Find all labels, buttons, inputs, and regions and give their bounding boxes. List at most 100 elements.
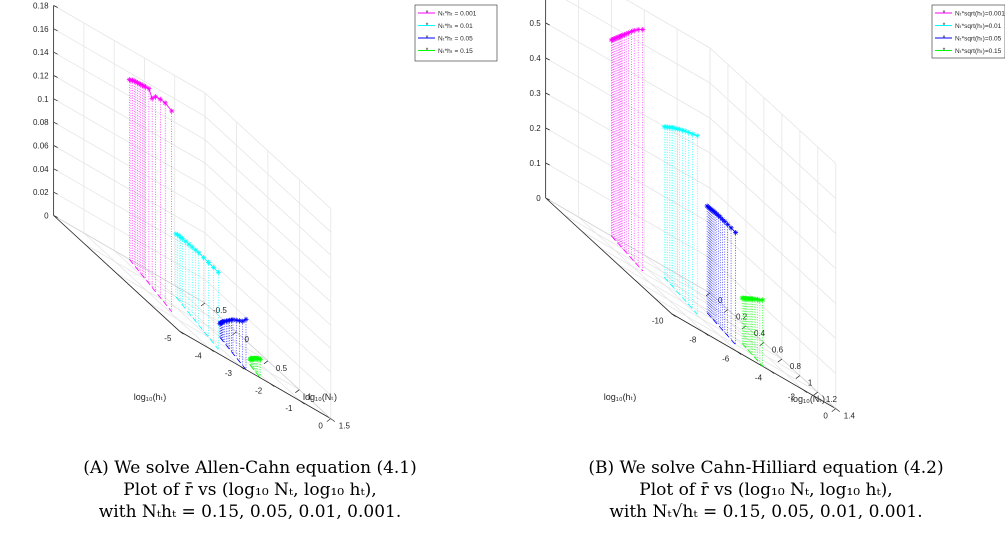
x-tick-label: -6: [722, 355, 730, 364]
y-tick-label: 0.6: [772, 346, 784, 355]
data-point: [722, 219, 728, 225]
series-a-2: [217, 316, 249, 370]
marker-d2: [757, 298, 762, 303]
grid-line: [116, 272, 269, 362]
marker-d2: [150, 96, 155, 101]
grid-line: [626, 0, 837, 164]
z-tick: [545, 197, 550, 201]
marker-d2: [243, 317, 249, 322]
data-point: [152, 94, 158, 100]
grid-line: [581, 230, 747, 327]
y-tick: [795, 375, 801, 379]
z-tick-label: 0.06: [33, 142, 49, 151]
marker-d2: [733, 230, 738, 235]
x-tick: [704, 332, 709, 336]
grid-line: [653, 296, 819, 393]
y-tick-label: 1.5: [339, 422, 351, 430]
chart-b: 00.10.20.30.40.50.60.7-10-8-6-4-2000.20.…: [530, 0, 1005, 421]
y-tick-label: 1: [808, 379, 813, 388]
data-point: [233, 317, 239, 323]
z-tick: [53, 5, 58, 8]
grid-b: [545, 0, 837, 409]
floor-trace: [741, 343, 763, 367]
data-point: [186, 241, 192, 247]
grid-line: [53, 75, 332, 279]
x-tick-label: -2: [255, 387, 263, 396]
marker-d2: [135, 80, 140, 85]
grid-line: [565, 0, 837, 199]
grid-line: [53, 98, 332, 303]
z-tick-label: 0.1: [530, 159, 542, 168]
z-tick: [53, 75, 58, 78]
x-tick-label: -3: [225, 369, 233, 378]
marker-d2: [132, 78, 137, 83]
grid-line: [545, 162, 837, 374]
marker-d2: [237, 318, 242, 323]
marker-d2: [755, 297, 760, 302]
grid-line: [599, 247, 765, 343]
x-tick: [239, 365, 245, 370]
z-tick: [53, 98, 58, 102]
x-tick: [330, 418, 336, 422]
grid-a: [53, 5, 332, 419]
legend-marker: *: [426, 48, 429, 55]
grid-line: [563, 214, 729, 310]
data-point: [728, 225, 734, 231]
data-point: [733, 230, 739, 236]
z-tick: [53, 51, 58, 55]
series-b-3: [739, 295, 766, 367]
grid-line: [578, 216, 705, 333]
marker-d2: [673, 126, 678, 131]
marker-d2: [130, 78, 135, 83]
x-tick-label: -4: [755, 374, 763, 383]
marker-d2: [729, 225, 734, 230]
data-point: [690, 131, 696, 137]
y-tick-label: 1.4: [844, 412, 856, 421]
caption-a: (A) We solve Allen-Cahn equation (4.1) P…: [40, 457, 460, 523]
y-tick: [777, 358, 783, 363]
marker-d2: [675, 126, 680, 131]
floor-trace: [175, 296, 219, 350]
data-point: [257, 356, 263, 362]
x-axis-line: [53, 215, 180, 332]
data-point: [215, 269, 221, 275]
grid-line: [617, 263, 783, 360]
series-b-1: [661, 124, 700, 315]
marker-d2: [695, 133, 700, 138]
z-tick: [53, 145, 58, 148]
x-axis-label: log₁₀(hₜ): [134, 392, 166, 402]
floor-trace: [663, 276, 698, 315]
z-tick: [545, 162, 550, 166]
marker-d2: [153, 94, 158, 99]
marker-d2: [211, 265, 216, 270]
marker-d2: [258, 357, 263, 362]
data-point: [179, 235, 185, 241]
marker-d2: [677, 127, 682, 132]
legend-label: Nₜ*hₜ = 0.001: [438, 10, 477, 17]
y-tick: [813, 391, 819, 396]
marker-d2: [230, 317, 235, 322]
data-point: [725, 221, 731, 227]
legend-b: * Nₜ*sqrt(hₜ)=0.001 * Nₜ*sqrt(hₜ)=0.01 * Nₜ*s…: [931, 4, 1005, 59]
grid-line: [53, 5, 332, 209]
z-tick-label: 0: [536, 194, 541, 203]
marker-d2: [169, 108, 174, 113]
z-tick: [53, 121, 58, 125]
grid-line: [545, 92, 837, 304]
data-point: [157, 96, 163, 102]
series-b-0: [608, 26, 646, 272]
caption-a-line-1: We solve Allen-Cahn equation (4.1): [114, 458, 417, 478]
z-tick: [545, 127, 550, 131]
legend-label: Nₜ*hₜ = 0.01: [438, 23, 473, 30]
marker-d2: [175, 232, 180, 237]
data-point: [635, 27, 641, 33]
marker-d2: [180, 236, 185, 241]
marker-d2: [632, 28, 637, 33]
data-point: [196, 250, 202, 256]
marker-d2: [158, 97, 163, 102]
x-tick: [209, 348, 214, 352]
legend-marker: *: [943, 10, 946, 17]
grid-line: [545, 127, 837, 339]
x-tick: [270, 383, 275, 387]
